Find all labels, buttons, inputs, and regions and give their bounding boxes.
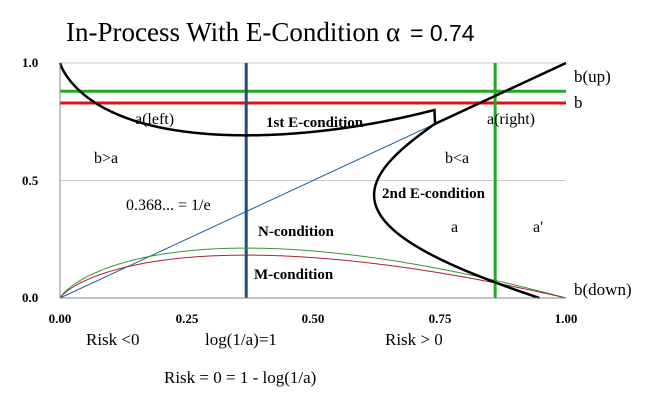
y-tick-label: 1.0 [22, 55, 38, 70]
label-b-down: b(down) [574, 280, 632, 299]
chart-title: In-Process With E-Condition α = 0.74 [66, 17, 475, 47]
x-tick-label: 1.00 [555, 311, 578, 326]
curves [58, 61, 567, 300]
x-tick-label: 0.50 [302, 311, 325, 326]
title-alpha-value: = 0.74 [410, 20, 475, 46]
label-a: a [451, 219, 458, 236]
footer-log-equation: log(1/a)=1 [205, 330, 277, 349]
footer-risk-negative: Risk <0 [86, 330, 140, 349]
label-b-up: b(up) [574, 67, 611, 86]
reference-lines [59, 62, 567, 299]
label-a-prime: a' [533, 219, 543, 236]
y-tick-label: 0.5 [22, 173, 39, 188]
footer-risk-positive: Risk > 0 [385, 330, 443, 349]
label-a-right: a(right) [487, 111, 535, 128]
y-tick-label: 0.0 [22, 290, 38, 305]
footer-risk-zero: Risk = 0 = 1 - log(1/a) [164, 368, 316, 387]
e-curve-lower [372, 123, 540, 300]
label-m-condition: M-condition [254, 267, 334, 283]
label-b-lt-a: b<a [445, 150, 469, 167]
label-b-gt-a: b>a [94, 150, 118, 167]
x-tick-label: 0.75 [429, 311, 452, 326]
label-a-left: a(left) [135, 111, 174, 128]
label-n-condition: N-condition [258, 224, 335, 240]
label-first-e-condition: 1st E-condition [266, 115, 364, 131]
red-hump-curve [59, 254, 567, 299]
label-inverse-e: 0.368... = 1/e [126, 197, 211, 214]
title-alpha-symbol: α [386, 17, 400, 47]
x-tick-label: 0.25 [176, 311, 199, 326]
title-text: In-Process With E-Condition [66, 17, 380, 47]
label-second-e-condition: 2nd E-condition [382, 186, 486, 202]
axes [59, 63, 566, 299]
x-tick-label: 0.00 [49, 311, 72, 326]
label-b: b [574, 93, 583, 112]
e-curve-upper [58, 61, 567, 137]
